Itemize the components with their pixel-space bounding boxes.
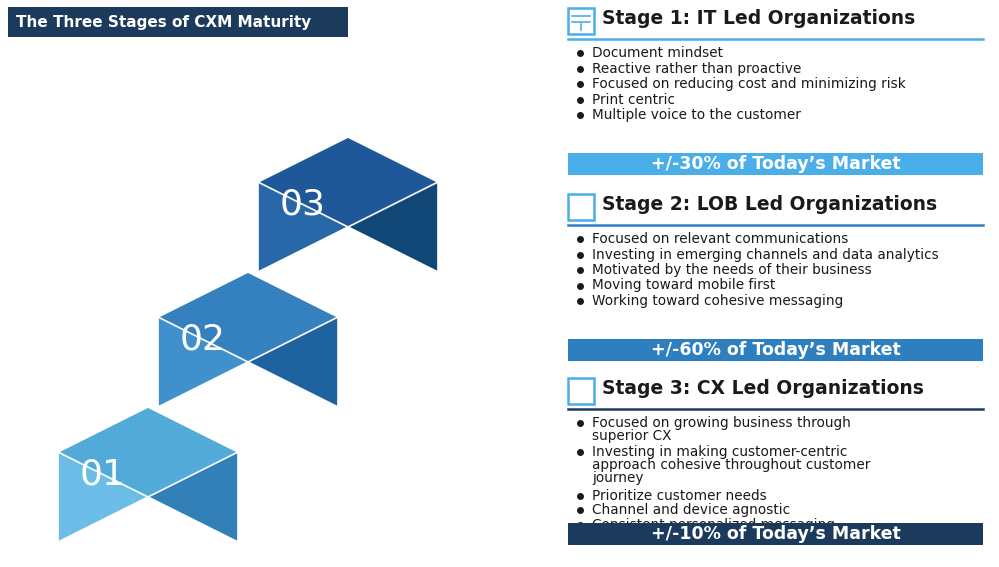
Text: Focused on growing business through: Focused on growing business through	[592, 416, 851, 430]
Text: Consistent personalized messaging: Consistent personalized messaging	[592, 518, 835, 531]
Text: Prioritize customer needs: Prioritize customer needs	[592, 489, 767, 502]
FancyBboxPatch shape	[8, 7, 348, 37]
Text: +/-10% of Today’s Market: +/-10% of Today’s Market	[650, 525, 900, 543]
Polygon shape	[58, 407, 148, 542]
Text: Document mindset: Document mindset	[592, 46, 723, 60]
Text: Channel and device agnostic: Channel and device agnostic	[592, 503, 790, 517]
FancyBboxPatch shape	[568, 153, 983, 175]
Text: 03: 03	[280, 188, 326, 222]
Polygon shape	[258, 137, 438, 227]
Polygon shape	[148, 407, 238, 542]
Text: Investing in making customer-centric: Investing in making customer-centric	[592, 445, 847, 459]
Text: +/-30% of Today’s Market: +/-30% of Today’s Market	[650, 155, 900, 173]
Text: approach cohesive throughout customer: approach cohesive throughout customer	[592, 458, 870, 472]
Text: 02: 02	[180, 323, 226, 357]
FancyBboxPatch shape	[568, 523, 983, 545]
Text: The Three Stages of CXM Maturity: The Three Stages of CXM Maturity	[16, 15, 312, 29]
Text: Focused on reducing cost and minimizing risk: Focused on reducing cost and minimizing …	[592, 77, 906, 91]
Polygon shape	[248, 272, 338, 407]
Text: journey: journey	[592, 471, 643, 485]
Text: Stage 3: CX Led Organizations: Stage 3: CX Led Organizations	[602, 379, 924, 399]
Text: Focused on relevant communications: Focused on relevant communications	[592, 232, 848, 246]
Text: 01: 01	[80, 458, 126, 492]
Text: Moving toward mobile first: Moving toward mobile first	[592, 278, 775, 293]
Text: Motivated by the needs of their business: Motivated by the needs of their business	[592, 263, 872, 277]
Polygon shape	[158, 272, 248, 407]
Text: Stage 2: LOB Led Organizations: Stage 2: LOB Led Organizations	[602, 196, 937, 214]
Polygon shape	[258, 137, 348, 272]
Text: Reactive rather than proactive: Reactive rather than proactive	[592, 61, 801, 75]
Polygon shape	[158, 272, 338, 362]
Polygon shape	[348, 137, 438, 272]
FancyBboxPatch shape	[568, 339, 983, 361]
Polygon shape	[58, 407, 238, 497]
Text: Investing in emerging channels and data analytics: Investing in emerging channels and data …	[592, 248, 939, 261]
Text: Stage 1: IT Led Organizations: Stage 1: IT Led Organizations	[602, 10, 915, 28]
Text: superior CX: superior CX	[592, 429, 671, 443]
Text: Print centric: Print centric	[592, 92, 675, 107]
Text: +/-60% of Today’s Market: +/-60% of Today’s Market	[650, 341, 900, 359]
Text: Multiple voice to the customer: Multiple voice to the customer	[592, 108, 801, 122]
Text: Working toward cohesive messaging: Working toward cohesive messaging	[592, 294, 843, 308]
